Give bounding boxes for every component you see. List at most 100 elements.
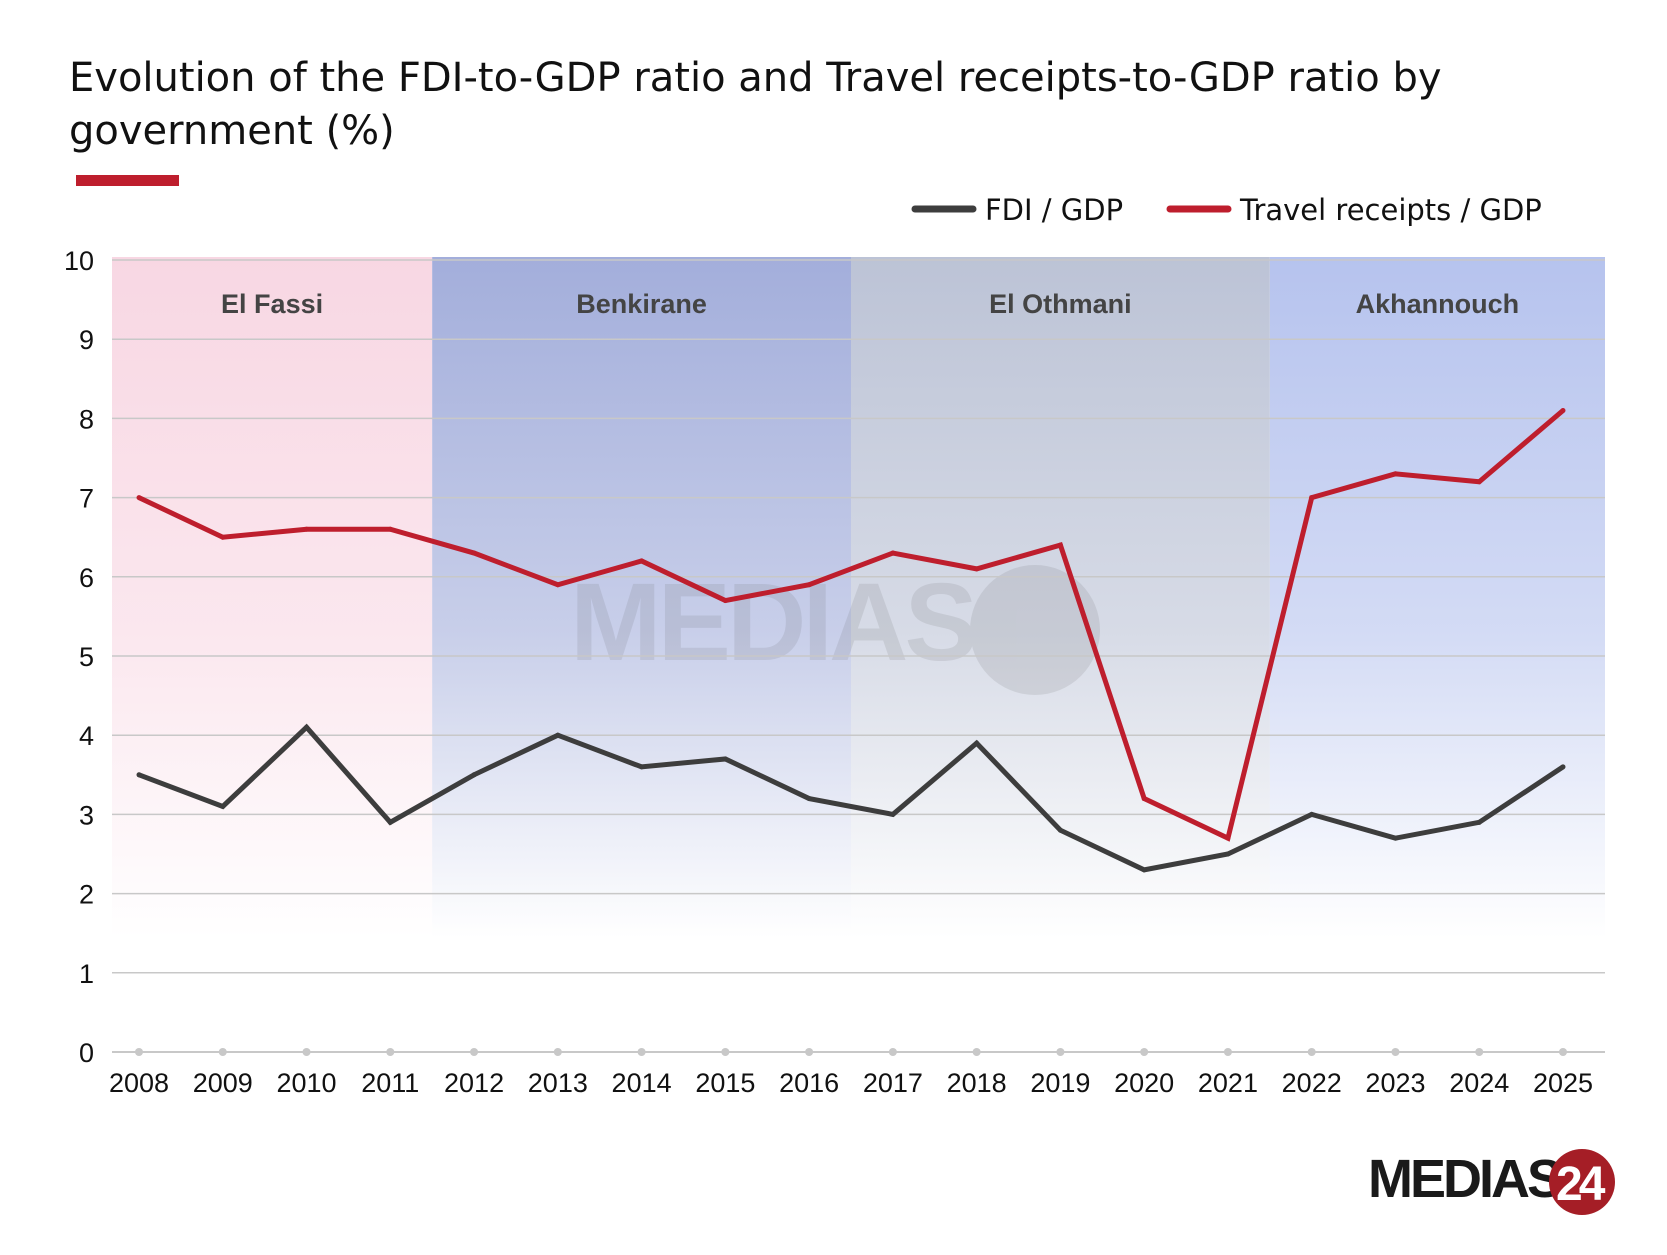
x-tick-label: 2021 [1198,1068,1258,1098]
svg-text:MEDIAS: MEDIAS [570,561,974,684]
y-tick-label: 9 [79,325,94,355]
title-accent-bar [76,175,179,186]
data-point [304,724,310,730]
y-tick-label: 6 [79,563,94,593]
y-tick-label: 3 [79,800,94,830]
y-tick-label: 10 [64,246,94,276]
x-tick-mark [553,1048,562,1056]
data-point [1560,764,1566,770]
y-tick-label: 4 [79,721,94,751]
x-tick-label: 2012 [444,1068,504,1098]
x-tick-mark [888,1048,897,1056]
x-tick-label: 2014 [612,1068,672,1098]
data-point [387,526,393,532]
x-tick-label: 2024 [1449,1068,1509,1098]
x-tick-mark [218,1048,227,1056]
band-label: El Othmani [989,289,1132,319]
x-tick-label: 2020 [1114,1068,1174,1098]
data-point [471,772,477,778]
data-point [1392,471,1398,477]
x-tick-label: 2019 [1030,1068,1090,1098]
data-point [1476,479,1482,485]
band-el-fassi [112,257,433,939]
data-point [471,550,477,556]
data-point [1309,495,1315,501]
data-point [136,495,142,501]
data-point [1057,542,1063,548]
x-tick-mark [1056,1048,1065,1056]
data-point [555,582,561,588]
y-tick-label: 7 [79,484,94,514]
x-tick-label: 2018 [947,1068,1007,1098]
y-tick-label: 1 [79,959,94,989]
svg-text:MEDIAS: MEDIAS [1368,1149,1561,1209]
x-tick-mark [1140,1048,1149,1056]
data-point [1141,796,1147,802]
data-point [806,796,812,802]
x-tick-mark [805,1048,814,1056]
band-label: Akhannouch [1356,289,1520,319]
data-point [1141,867,1147,873]
series-line-fdi [138,723,1565,873]
chart-title: Evolution of the FDI-to-GDP ratio and Tr… [69,55,1442,154]
data-point [974,566,980,572]
x-tick-label: 2016 [779,1068,839,1098]
x-tick-label: 2008 [109,1068,169,1098]
x-tick-label: 2017 [863,1068,923,1098]
x-tick-mark [972,1048,981,1056]
band-benkirane [432,257,851,939]
x-tick-mark [721,1048,730,1056]
x-tick-label: 2023 [1365,1068,1425,1098]
y-tick-label: 0 [79,1038,94,1068]
x-tick-label: 2009 [193,1068,253,1098]
x-tick-mark [386,1048,395,1056]
x-tick-mark [1223,1048,1232,1056]
y-tick-label: 2 [79,880,94,910]
data-point [1225,835,1231,841]
data-point [387,819,393,825]
x-tick-mark [135,1048,143,1056]
legend-label: FDI / GDP [985,193,1123,227]
x-tick-mark [1391,1048,1400,1056]
legend-label: Travel receipts / GDP [1239,193,1542,227]
svg-text:24: 24 [1556,1158,1606,1211]
band-akhannouch [1269,257,1605,939]
data-point [639,558,645,564]
x-tick-label: 2011 [361,1068,419,1098]
data-point [722,756,728,762]
x-tick-label: 2025 [1533,1068,1593,1098]
data-point [304,526,310,532]
data-point [806,582,812,588]
x-tick-mark [1559,1048,1567,1056]
x-tick-mark [1475,1048,1484,1056]
data-point [220,534,226,540]
data-point [555,732,561,738]
series-line-travel [137,408,1565,842]
x-tick-label: 2015 [695,1068,755,1098]
data-point [1057,827,1063,833]
band-label: El Fassi [221,289,323,319]
x-tick-label: 2022 [1282,1068,1342,1098]
data-point [1225,851,1231,857]
data-point [1476,819,1482,825]
data-point [722,598,728,604]
y-tick-label: 5 [79,642,94,672]
data-point [890,811,896,817]
data-point [974,740,980,746]
x-tick-mark [637,1048,646,1056]
band-label: Benkirane [576,289,707,319]
x-tick-label: 2010 [276,1068,336,1098]
x-tick-mark [1307,1048,1316,1056]
data-point [1392,835,1398,841]
data-point [1309,811,1315,817]
data-point [136,772,142,778]
data-point [220,803,226,809]
data-point [639,764,645,770]
x-tick-mark [470,1048,479,1056]
medias24-logo: MEDIAS 24 [1368,1149,1615,1215]
y-tick-label: 8 [79,404,94,434]
x-tick-mark [302,1048,311,1056]
watermark-logo: MEDIAS [570,561,1100,695]
data-point [890,550,896,556]
